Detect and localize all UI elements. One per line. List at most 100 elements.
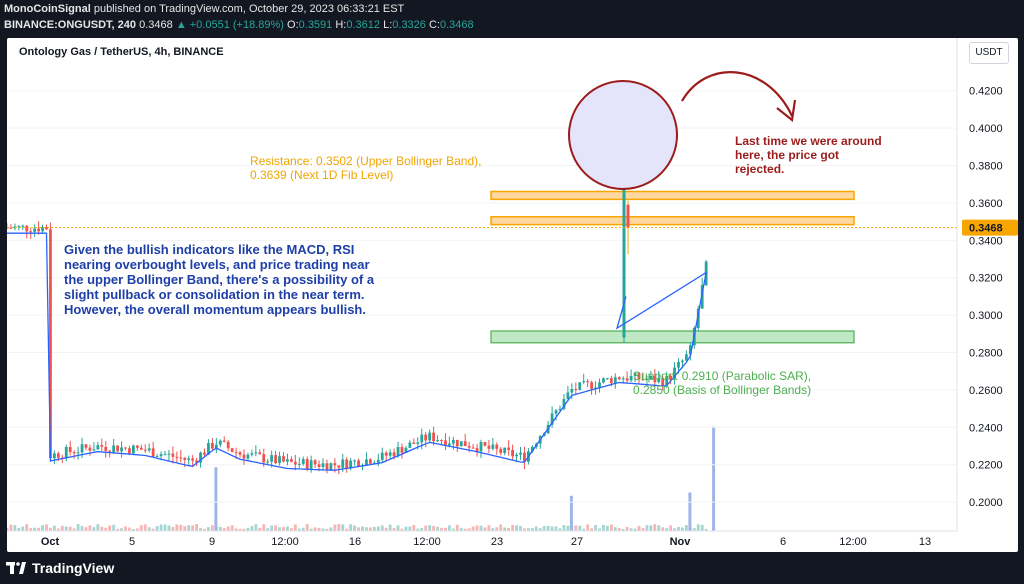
candle-body <box>661 377 665 386</box>
volume-bar <box>598 528 601 531</box>
volume-bar <box>100 526 104 531</box>
volume-bar <box>495 527 499 531</box>
candle-body <box>625 378 629 381</box>
candle-body <box>116 445 119 452</box>
volume-bar <box>637 525 641 531</box>
candle-body <box>645 378 649 380</box>
volume-bar <box>72 528 76 531</box>
volume-bar <box>633 528 637 531</box>
candle-body <box>440 440 443 442</box>
volume-bar <box>29 528 33 531</box>
price-change: ▲ +0.0551 (+18.89%) <box>175 19 284 31</box>
candle-body <box>270 455 274 462</box>
candle-body <box>685 354 688 361</box>
volume-bar <box>345 528 349 531</box>
candle-body <box>53 453 56 459</box>
volume-bar <box>222 528 226 531</box>
candle-body <box>657 377 661 383</box>
candle-body <box>578 382 582 390</box>
candle-body <box>262 454 266 463</box>
candle-body <box>621 378 625 380</box>
y-tick-label: 0.2400 <box>969 422 1003 434</box>
volume-bar <box>574 525 578 531</box>
last-price: 0.3468 <box>139 19 173 31</box>
volume-bar <box>384 527 388 531</box>
volume-bar <box>112 524 116 531</box>
y-tick-label: 0.4200 <box>969 86 1003 98</box>
tradingview-brand[interactable]: TradingView <box>6 560 114 576</box>
candle-body <box>163 454 167 456</box>
chart-panel[interactable]: 0.4200 0.4000 0.3800 0.3600 0.3400 0.3200 0.30… <box>7 38 1018 552</box>
candle-body <box>329 463 333 471</box>
candle-body <box>665 375 669 386</box>
candle-body <box>681 360 684 363</box>
candle-body <box>33 228 37 232</box>
volume-bar <box>392 527 396 531</box>
line-layer <box>7 227 957 471</box>
volume-bar <box>578 525 582 531</box>
currency-button[interactable]: USDT <box>969 42 1009 64</box>
candle-body <box>483 442 487 446</box>
x-tick-label: 27 <box>571 536 583 548</box>
y-tick-label: 0.2000 <box>969 497 1003 509</box>
candle-body <box>234 451 238 453</box>
volume-bar <box>226 526 230 531</box>
volume-bar <box>451 528 455 531</box>
author-name[interactable]: MonoCoinSignal <box>4 3 91 15</box>
open-value: 0.3591 <box>298 19 333 31</box>
candle-body <box>218 440 222 445</box>
volume-bar <box>369 527 372 531</box>
volume-bar <box>37 527 40 531</box>
volume-bar <box>645 525 649 531</box>
volume-bar <box>13 525 17 531</box>
candle-body <box>598 382 601 388</box>
candle-body <box>297 463 301 465</box>
candle-body <box>56 453 60 458</box>
volume-bar <box>147 527 151 531</box>
candle-body <box>246 454 250 459</box>
candle-body <box>309 460 313 469</box>
volume-bar <box>218 526 222 531</box>
volume-bar <box>594 524 597 531</box>
candle-body <box>341 459 345 468</box>
candle-body <box>242 454 246 459</box>
volume-bar <box>448 525 451 531</box>
volume-bar <box>629 528 633 531</box>
volume-bar <box>167 525 171 531</box>
volume-bar <box>242 528 246 531</box>
volume-bar <box>17 527 21 531</box>
volume-spike <box>688 492 692 531</box>
analysis-note: Given the bullish indicators like the MA… <box>64 242 374 317</box>
candle-body <box>25 225 29 232</box>
volume-bar <box>84 527 88 531</box>
symbol-line: BINANCE:ONGUSDT, 240 0.3468 ▲ +0.0551 (+… <box>4 19 474 31</box>
volume-bar <box>45 524 48 531</box>
candle-body <box>396 447 400 457</box>
candle-body <box>349 460 353 469</box>
volume-bar <box>376 526 380 531</box>
volume-bar <box>128 527 131 531</box>
candle-body <box>151 448 155 457</box>
volume-bar <box>530 528 534 531</box>
volume-bar <box>199 528 202 531</box>
x-tick-label: 13 <box>919 536 931 548</box>
volume-bar <box>491 528 495 531</box>
candle-body <box>570 388 574 393</box>
candle-body <box>266 461 270 463</box>
low-value: 0.3326 <box>392 19 426 31</box>
candle-body <box>293 461 297 465</box>
decoration-layer <box>568 71 797 190</box>
volume-bar <box>562 525 566 531</box>
symbol-label: BINANCE:ONGUSDT, 240 <box>4 19 137 31</box>
volume-bar <box>195 524 198 531</box>
candle-body <box>313 460 317 465</box>
candle-body <box>503 447 507 453</box>
bollinger-basis-line <box>7 232 708 471</box>
candle-body <box>226 441 230 449</box>
volume-bar <box>424 525 428 531</box>
price-chart[interactable]: 0.4200 0.4000 0.3800 0.3600 0.3400 0.3200 0.30… <box>7 38 1018 552</box>
candle-body <box>602 378 605 383</box>
candle-body <box>179 457 183 459</box>
volume-bar <box>455 524 459 531</box>
volume-bar <box>503 527 507 531</box>
